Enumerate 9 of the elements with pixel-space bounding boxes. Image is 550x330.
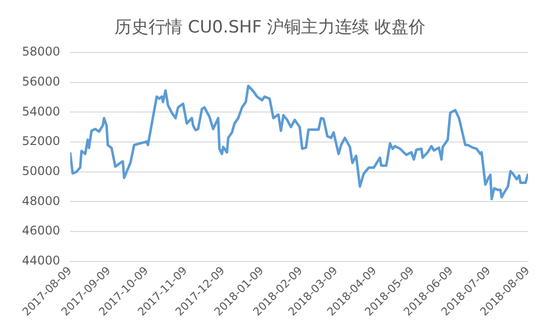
y-tick-label: 54000: [22, 104, 60, 118]
y-tick-label: 44000: [22, 254, 60, 268]
y-tick-label: 58000: [22, 44, 60, 59]
y-tick-label: 52000: [22, 134, 60, 148]
y-tick-label: 56000: [22, 74, 60, 88]
y-tick-label: 50000: [22, 164, 60, 178]
y-tick-label: 46000: [22, 224, 60, 238]
y-tick-label: 48000: [22, 194, 60, 208]
chart-title: 历史行情 CU0.SHF 沪铜主力连续 收盘价: [114, 18, 426, 38]
